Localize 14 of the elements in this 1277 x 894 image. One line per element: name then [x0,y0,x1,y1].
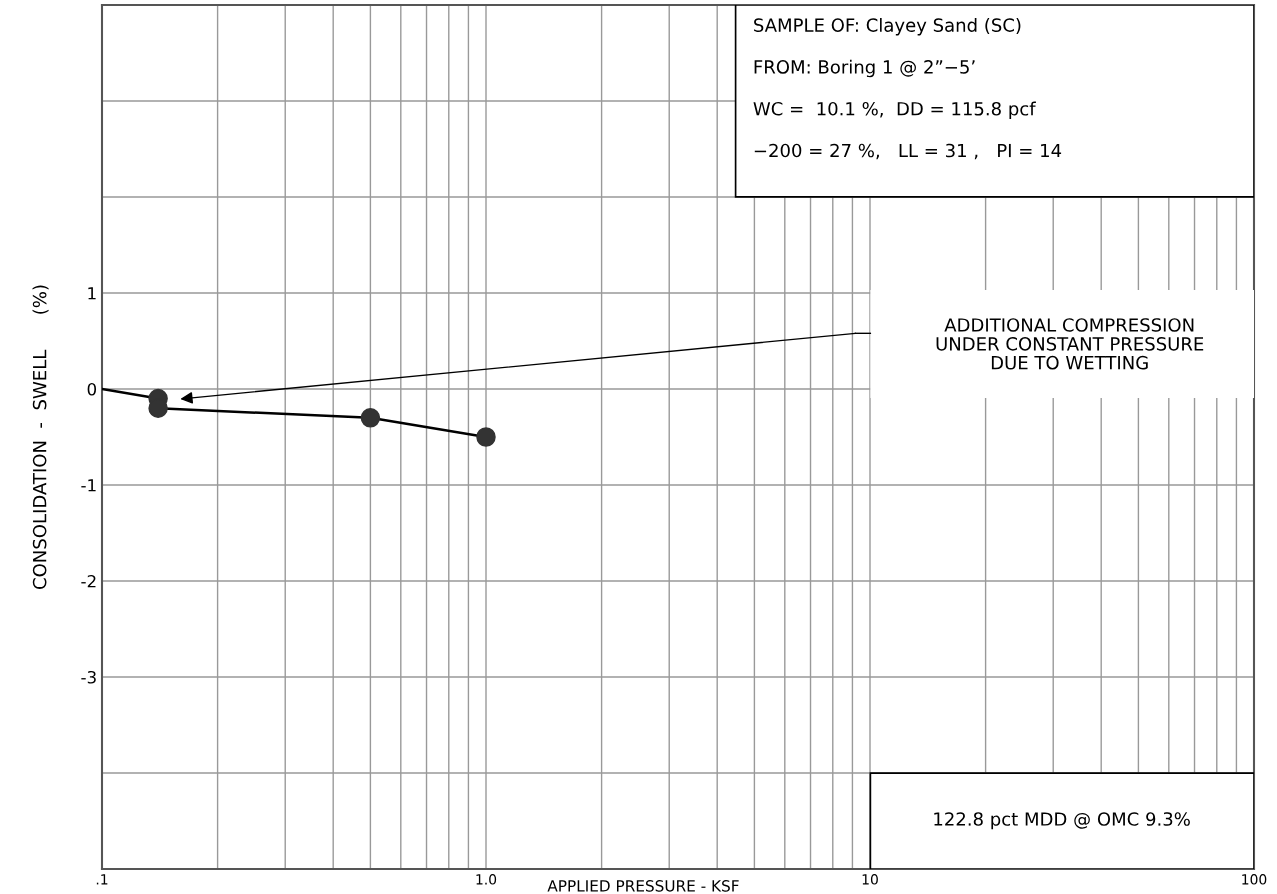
x-tick-label: .1 [96,874,108,885]
annotation: ADDITIONAL COMPRESSION UNDER CONSTANT PRESSURE DUE TO WETTING [936,318,1204,370]
y-tick-label: 1 [88,287,96,300]
text: SAMPLE OF: Clayey Sand (SC) FROM: Boring 1 @ 2”−5’ WC = 10.1 %, DD = 115.8 pcf −200 = 27 %, LL = 31 , PI = 14 [753,17,1062,160]
x-axis-title: APPLIED PRESSURE - KSF [547,880,739,892]
x-tick-label: 1.0 [476,874,497,885]
y-tick-label: -1 [81,479,96,492]
annotation: 122.8 pct MDD @ OMC 9.3% [934,812,1190,830]
y-tick-label: 0 [87,382,97,396]
y-tick-label: -2 [81,574,96,588]
y-axis-title: CONSOLIDATION - SWELL (%) [32,285,49,589]
x-tick-label: 100 [1242,874,1267,885]
y-tick-label: -3 [81,670,96,684]
x-tick-label: 10 [862,874,878,885]
